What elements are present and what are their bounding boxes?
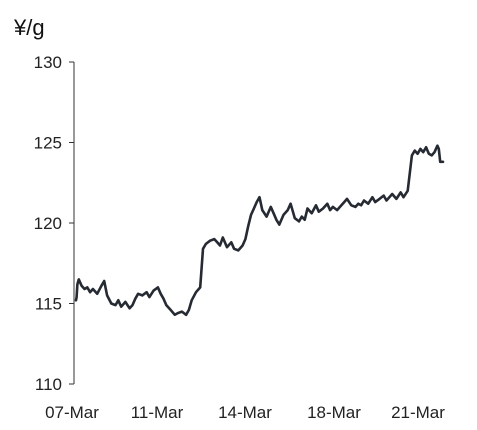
axes: 130 125 120 115 110 07-Mar 11-Mar 14-Mar 18-Mar 2… (34, 53, 446, 422)
y-tick-label: 130 (34, 53, 62, 72)
x-tick-label: 14-Mar (218, 403, 272, 422)
x-tick-label: 11-Mar (131, 403, 184, 422)
series-group (74, 144, 445, 317)
y-tick-label: 120 (34, 214, 62, 233)
y-tick-label: 115 (35, 295, 62, 314)
y-tick-label: 110 (35, 375, 62, 394)
price-series-line (74, 144, 445, 317)
y-axis-unit-label: ¥/g (13, 15, 45, 40)
x-tick-label: 18-Mar (307, 403, 361, 422)
x-tick-label: 21-Mar (391, 403, 445, 422)
y-tick-label: 125 (34, 134, 62, 153)
x-tick-label: 07-Mar (45, 403, 99, 422)
